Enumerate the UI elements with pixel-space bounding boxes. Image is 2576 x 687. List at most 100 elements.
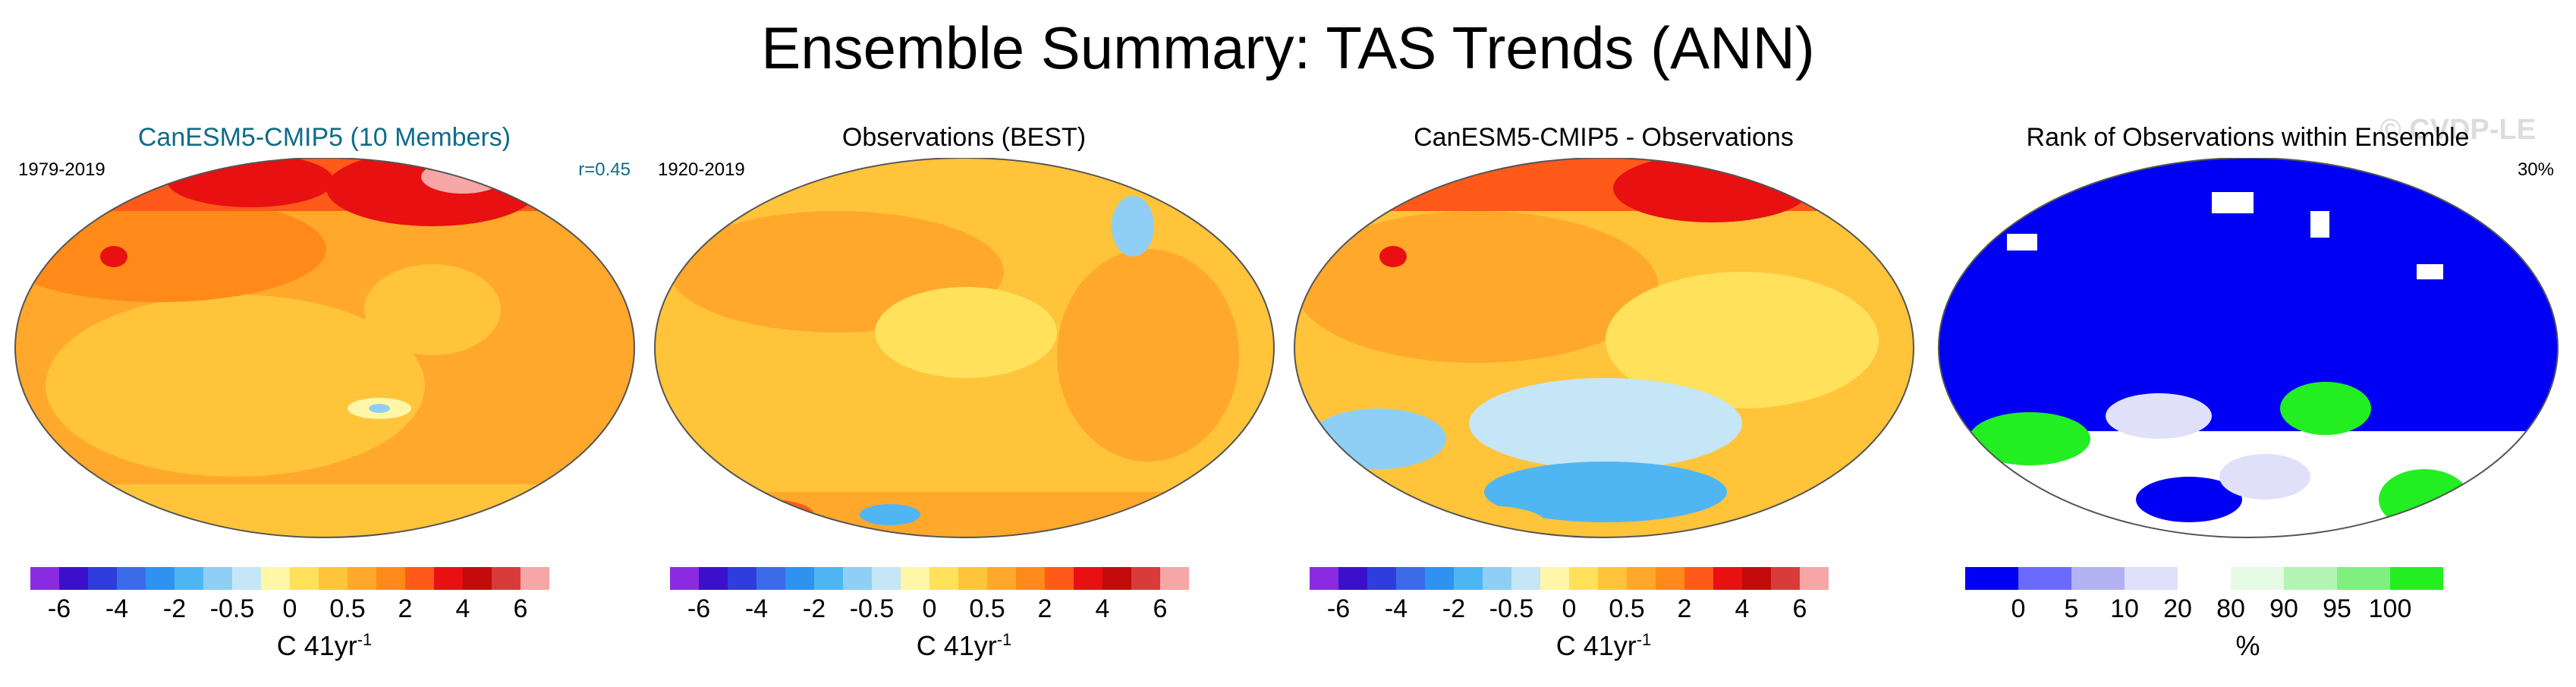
rank-high-region	[2379, 469, 2470, 530]
map-outline	[654, 158, 1275, 538]
percent-label: 30%	[2517, 159, 2554, 180]
colorbar-cell	[1656, 567, 1684, 590]
colorbar-tick-label: -4	[105, 594, 128, 623]
colorbar-cell	[146, 567, 175, 590]
pacific-region	[1606, 272, 1879, 408]
panel-model-trend: CanESM5-CMIP5 (10 Members) 1979-2019 r=0…	[8, 114, 641, 687]
colorbar-tick-label: -4	[1385, 594, 1408, 623]
colorbar-cell	[958, 567, 987, 590]
colorbar-tick-label: -2	[1442, 594, 1465, 623]
colorbar-cell	[1338, 567, 1367, 590]
colorbar-cell	[1074, 567, 1102, 590]
colorbar-cell	[1425, 567, 1454, 590]
colorbar: -6 -4 -2 -0.5 0 0.5 2 4 6	[670, 567, 1189, 623]
antarctic-cool	[1148, 510, 1209, 534]
antarctic-cool-west	[860, 504, 920, 525]
southern-ocean-cool	[1484, 462, 1727, 522]
colorbar-tick-label: 100	[2369, 594, 2412, 623]
colorbar-cell	[290, 567, 319, 590]
colorbar-cell	[319, 567, 348, 590]
colorbar-cell	[1771, 567, 1800, 590]
colorbar: -6 -4 -2 -0.5 0 0.5 2 4 6	[1310, 567, 1829, 623]
southern-band	[655, 492, 1274, 537]
colorbar-cell	[2018, 567, 2071, 590]
colorbar-cell	[987, 567, 1016, 590]
colorbar-cell	[376, 567, 405, 590]
map-outline	[14, 158, 635, 538]
colorbar-tick-label: 4	[1735, 594, 1750, 623]
colorbar-cell	[492, 567, 521, 590]
colorbar-cell	[843, 567, 872, 590]
colorbar-cell	[2071, 567, 2125, 590]
rank-mid-patch	[2417, 264, 2443, 279]
colorbar: 0 5 10 20 80 90 95 100	[1965, 567, 2443, 623]
pacific-region	[875, 287, 1057, 378]
world-map	[14, 158, 635, 538]
colorbar-tick-label: 2	[1678, 594, 1692, 623]
colorbar-cell	[1598, 567, 1627, 590]
colorbar-cell	[2125, 567, 2178, 590]
colorbar-cell	[1016, 567, 1045, 590]
colorbar-cell	[1627, 567, 1656, 590]
panel-observed-trend: Observations (BEST) 1920-2019 -6 -4 -2 -0.5…	[647, 114, 1281, 687]
world-map	[1938, 158, 2559, 538]
colorbar-cell	[1713, 567, 1742, 590]
colorbar-cell	[1483, 567, 1511, 590]
rank-low-region	[2136, 477, 2242, 522]
colorbar-tick-label: 2	[398, 594, 413, 623]
colorbar-cell	[1160, 567, 1189, 590]
world-map	[654, 158, 1275, 538]
antarctic-warm	[723, 499, 814, 530]
colorbar-unit: %	[2235, 630, 2260, 661]
colorbar-cell	[463, 567, 492, 590]
colorbar-tick-label: 0.5	[1609, 594, 1644, 623]
colorbar-tick-label: -0.5	[850, 594, 895, 623]
colorbar-tick-label: 0.5	[329, 594, 365, 623]
colorbar-cell	[1800, 567, 1829, 590]
colorbar-cell	[405, 567, 434, 590]
colorbar-cell	[2337, 567, 2390, 590]
colorbar-cell	[1540, 567, 1569, 590]
world-map	[1294, 158, 1914, 538]
colorbar-tick-label: 0	[923, 594, 937, 623]
panel-title: Observations (BEST)	[841, 123, 1087, 152]
panel-difference: CanESM5-CMIP5 - Observations -6 -4 -2 -0.5 0…	[1287, 114, 1920, 687]
colorbar-cell	[901, 567, 929, 590]
colorbar-cell	[434, 567, 463, 590]
colorbar-unit: C 41yr-1	[916, 630, 1012, 661]
colorbar-cell	[30, 567, 59, 590]
eurasia-region	[1294, 211, 1659, 363]
eurasia-region	[15, 196, 326, 302]
figure-title: Ensemble Summary: TAS Trends (ANN)	[761, 14, 1815, 81]
colorbar-tick-label: 10	[2110, 594, 2139, 623]
colorbar-cell	[728, 567, 756, 590]
colorbar-tick-label: 0	[283, 594, 297, 623]
colorbar-cell	[1396, 567, 1425, 590]
panel-title: CanESM5-CMIP5 - Observations	[1414, 123, 1794, 152]
colorbar-tick-label: -2	[803, 594, 826, 623]
colorbar-tick-label: -6	[1327, 594, 1350, 623]
colorbar-cell	[1965, 567, 2018, 590]
colorbar-tick-label: -4	[745, 594, 768, 623]
colorbar-cell	[1454, 567, 1483, 590]
rank-mid-region	[2106, 393, 2212, 439]
rank-mid-patch	[2310, 211, 2329, 238]
panel-rank: © CVDP-LE Rank of Observations within En…	[1931, 114, 2565, 687]
colorbar-cell	[117, 567, 146, 590]
watermark: © CVDP-LE	[2379, 114, 2536, 146]
colorbar-tick-label: 0.5	[969, 594, 1005, 623]
americas-region	[1057, 249, 1239, 462]
colorbar-cell	[1511, 567, 1540, 590]
local-hotspot	[100, 246, 127, 267]
colorbar-tick-label: 80	[2216, 594, 2245, 623]
colorbar-cell	[2178, 567, 2231, 590]
colorbar-tick-label: 2	[1038, 594, 1052, 623]
tropical-region	[46, 295, 425, 477]
pacific-cold-core	[369, 404, 390, 413]
colorbar-tick-label: 6	[1793, 594, 1807, 623]
colorbar-cell	[1131, 567, 1160, 590]
colorbar-cell	[1102, 567, 1131, 590]
colorbar-cell	[1367, 567, 1396, 590]
period-label: 1920-2019	[658, 159, 745, 180]
colorbar-cell	[756, 567, 785, 590]
